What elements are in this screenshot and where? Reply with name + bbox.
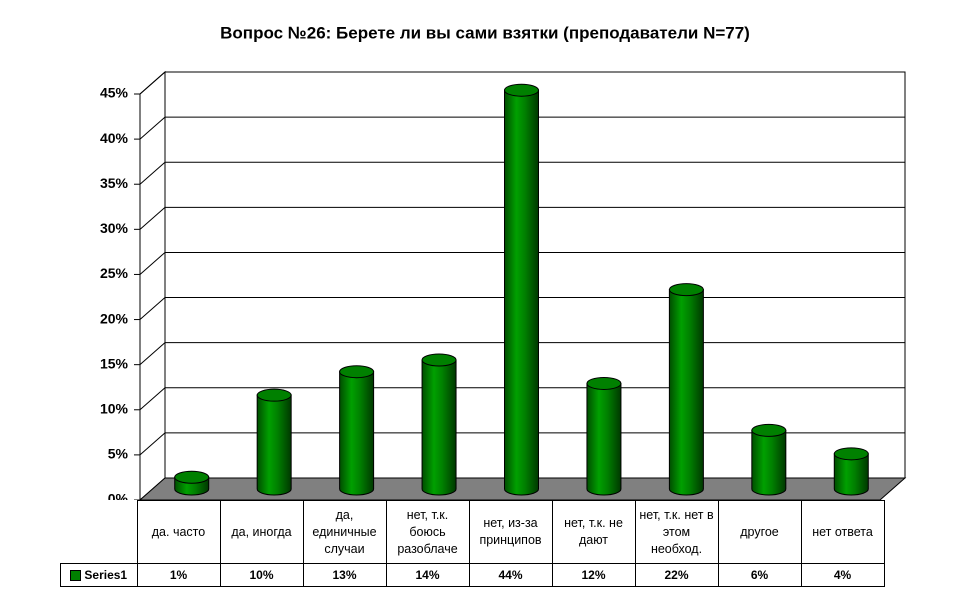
bar: [504, 83, 539, 496]
y-tick-label: 40%: [100, 130, 129, 146]
grid-line-side: [139, 342, 166, 366]
grid-line-side: [139, 116, 166, 140]
grid-line-side: [139, 297, 166, 320]
y-tick-label: 10%: [100, 400, 129, 416]
bar-top: [668, 283, 704, 297]
y-tick-label: 5%: [108, 446, 129, 462]
grid-line-side: [139, 206, 166, 230]
grid-line-side: [139, 387, 166, 411]
bar-top: [421, 353, 457, 367]
bar-body: [504, 89, 539, 496]
bar-body: [421, 359, 457, 496]
bar-top: [174, 470, 210, 484]
data-table: да. часто да, иногда да, единичные случаи н…: [60, 500, 885, 587]
value-label: 10%: [219, 563, 304, 587]
x-tick-label: нет, т.к. не дают: [551, 500, 636, 564]
bar-body: [833, 453, 869, 496]
bar: [339, 365, 375, 496]
value-label: 12%: [551, 563, 636, 587]
y-tick-label: 25%: [100, 265, 129, 281]
bar-top: [504, 83, 539, 97]
x-tick-label: нет, т.к. нет в этом необход.: [634, 500, 719, 564]
x-tick-label: нет ответа: [800, 500, 885, 564]
value-label: 6%: [717, 563, 802, 587]
y-tick-label: 20%: [100, 310, 129, 326]
bar: [256, 388, 292, 496]
bar: [668, 283, 704, 496]
bar: [174, 470, 210, 496]
x-tick-label: нет, т.к. боюсь разоблаче: [385, 500, 470, 564]
chart: Вопрос №26: Берете ли вы сами взятки (пр…: [100, 23, 907, 500]
y-tick-label: 0%: [108, 491, 129, 500]
x-tick-label: да. часто: [136, 500, 221, 564]
bar-top: [751, 423, 787, 437]
chart-title: Вопрос №26: Берете ли вы сами взятки (пр…: [220, 23, 750, 42]
x-tick-label: нет, из-за принципов: [468, 500, 553, 564]
y-tick-label: 15%: [100, 355, 129, 371]
bar-top: [256, 388, 292, 402]
bar: [833, 447, 869, 496]
legend-label: Series1: [84, 568, 128, 582]
x-tick-label: другое: [717, 500, 802, 564]
bar-body: [586, 382, 622, 496]
y-tick-label: 35%: [100, 175, 129, 191]
legend-swatch: [70, 570, 82, 582]
x-tick-label: да, иногда: [219, 500, 304, 564]
bar-body: [751, 429, 787, 496]
bar-body: [668, 289, 704, 496]
value-label: 14%: [385, 563, 470, 587]
y-tick-label: 30%: [100, 220, 129, 236]
legend-cell: Series1: [60, 563, 138, 587]
grid-line-side: [139, 432, 166, 456]
value-label: 4%: [800, 563, 885, 587]
value-label: 44%: [468, 563, 553, 587]
bar: [751, 423, 787, 496]
grid-line-side: [139, 71, 166, 95]
bar-top: [339, 365, 375, 379]
bar-body: [256, 394, 292, 496]
bar-body: [339, 371, 375, 496]
corner: [60, 500, 138, 564]
x-tick-label: да, единичные случаи: [302, 500, 387, 564]
bar: [421, 353, 457, 496]
bar-top: [586, 376, 622, 390]
value-label: 13%: [302, 563, 387, 587]
bar-top: [833, 447, 869, 461]
grid-line-side: [139, 161, 166, 185]
value-label: 1%: [136, 563, 221, 587]
bar: [586, 376, 622, 496]
y-tick-label: 45%: [100, 85, 129, 101]
value-label: 22%: [634, 563, 719, 587]
grid-line-side: [139, 252, 166, 275]
